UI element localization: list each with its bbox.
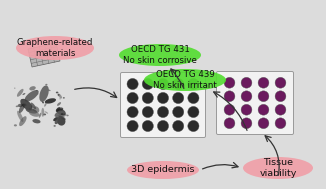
Ellipse shape xyxy=(22,93,25,95)
Text: 3D epidermis: 3D epidermis xyxy=(131,166,195,174)
Ellipse shape xyxy=(57,109,66,115)
Circle shape xyxy=(275,104,286,115)
Ellipse shape xyxy=(61,113,63,115)
Circle shape xyxy=(142,106,154,118)
Circle shape xyxy=(241,104,252,115)
Circle shape xyxy=(127,92,138,104)
Text: OECD TG 439
No skin irritant: OECD TG 439 No skin irritant xyxy=(153,70,217,90)
Ellipse shape xyxy=(36,90,37,91)
Ellipse shape xyxy=(57,94,60,96)
Text: Graphene-related
materials: Graphene-related materials xyxy=(17,38,93,58)
Circle shape xyxy=(275,91,286,102)
FancyBboxPatch shape xyxy=(216,71,293,135)
Ellipse shape xyxy=(19,104,25,113)
Circle shape xyxy=(188,120,199,132)
Text: Tissue
viability: Tissue viability xyxy=(259,158,297,178)
Ellipse shape xyxy=(32,119,40,123)
Circle shape xyxy=(127,106,138,118)
Circle shape xyxy=(127,78,138,90)
Ellipse shape xyxy=(31,105,34,108)
Ellipse shape xyxy=(66,115,69,116)
Ellipse shape xyxy=(56,92,58,93)
Ellipse shape xyxy=(18,104,23,107)
Ellipse shape xyxy=(41,108,44,117)
Polygon shape xyxy=(28,43,60,67)
Circle shape xyxy=(224,77,235,88)
Circle shape xyxy=(275,118,286,129)
Ellipse shape xyxy=(56,107,60,112)
Circle shape xyxy=(188,78,199,90)
Ellipse shape xyxy=(56,107,63,112)
Ellipse shape xyxy=(55,116,62,124)
Ellipse shape xyxy=(53,117,58,121)
Circle shape xyxy=(157,106,169,118)
Circle shape xyxy=(224,104,235,115)
Ellipse shape xyxy=(37,93,38,94)
Ellipse shape xyxy=(33,106,39,113)
Circle shape xyxy=(142,120,154,132)
Circle shape xyxy=(188,92,199,104)
Ellipse shape xyxy=(16,106,18,107)
Ellipse shape xyxy=(54,110,63,117)
Ellipse shape xyxy=(58,94,62,98)
Ellipse shape xyxy=(127,161,199,179)
Ellipse shape xyxy=(39,113,41,118)
Ellipse shape xyxy=(46,89,51,91)
Ellipse shape xyxy=(57,117,66,126)
Ellipse shape xyxy=(31,103,36,109)
Ellipse shape xyxy=(26,108,37,114)
Ellipse shape xyxy=(14,124,17,126)
Ellipse shape xyxy=(144,69,226,91)
Ellipse shape xyxy=(43,114,46,115)
Circle shape xyxy=(258,104,269,115)
Circle shape xyxy=(258,77,269,88)
Ellipse shape xyxy=(63,97,65,98)
Ellipse shape xyxy=(17,111,23,122)
Circle shape xyxy=(188,106,199,118)
Ellipse shape xyxy=(119,44,201,66)
Circle shape xyxy=(258,91,269,102)
Ellipse shape xyxy=(29,111,39,117)
Ellipse shape xyxy=(39,85,49,102)
Ellipse shape xyxy=(20,99,33,110)
Circle shape xyxy=(142,78,154,90)
Circle shape xyxy=(258,118,269,129)
Ellipse shape xyxy=(243,157,313,179)
Circle shape xyxy=(224,118,235,129)
Circle shape xyxy=(172,78,184,90)
Circle shape xyxy=(157,92,169,104)
Ellipse shape xyxy=(24,104,26,106)
Ellipse shape xyxy=(16,36,94,60)
Circle shape xyxy=(157,78,169,90)
Ellipse shape xyxy=(45,98,56,104)
Ellipse shape xyxy=(53,125,56,127)
Circle shape xyxy=(172,92,184,104)
FancyBboxPatch shape xyxy=(121,73,205,138)
Text: OECD TG 431
No skin corrosive: OECD TG 431 No skin corrosive xyxy=(123,45,197,65)
Ellipse shape xyxy=(19,116,27,126)
Ellipse shape xyxy=(17,89,23,97)
Circle shape xyxy=(142,92,154,104)
Circle shape xyxy=(241,91,252,102)
Circle shape xyxy=(241,77,252,88)
Ellipse shape xyxy=(42,101,44,103)
Circle shape xyxy=(157,120,169,132)
Ellipse shape xyxy=(45,111,48,114)
Circle shape xyxy=(172,120,184,132)
Circle shape xyxy=(127,120,138,132)
Ellipse shape xyxy=(55,113,67,119)
Circle shape xyxy=(172,106,184,118)
Circle shape xyxy=(224,91,235,102)
Ellipse shape xyxy=(59,115,66,120)
Circle shape xyxy=(241,118,252,129)
Ellipse shape xyxy=(57,102,61,106)
Ellipse shape xyxy=(29,86,36,91)
Ellipse shape xyxy=(25,90,39,101)
Ellipse shape xyxy=(45,84,48,85)
Ellipse shape xyxy=(59,98,61,99)
Ellipse shape xyxy=(44,103,47,107)
Circle shape xyxy=(275,77,286,88)
